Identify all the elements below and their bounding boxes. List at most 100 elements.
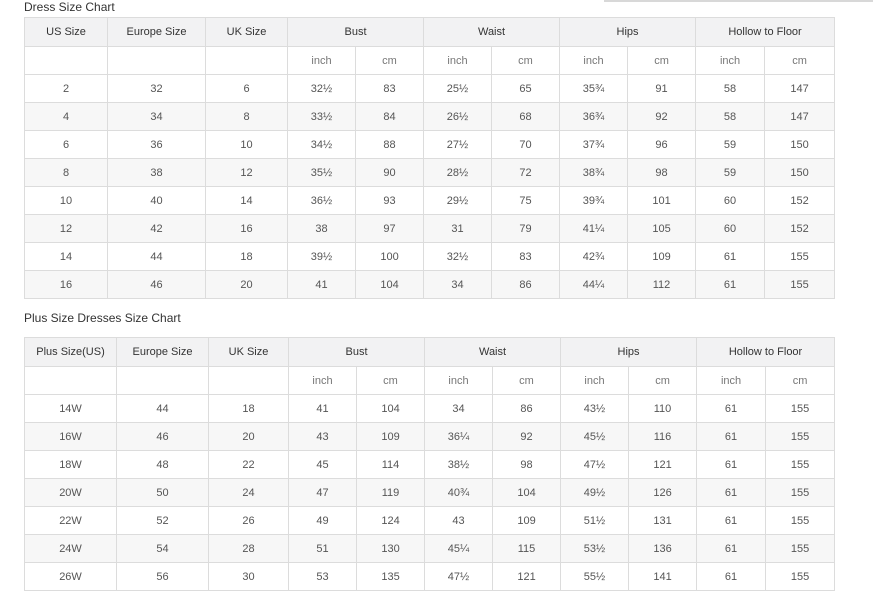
table-cell: 36 <box>107 130 206 159</box>
header-hips: Hips <box>560 337 698 367</box>
unit-label: cm <box>765 366 836 395</box>
table-cell: 6 <box>24 130 108 159</box>
table-cell: 93 <box>354 186 425 215</box>
table-cell: 54 <box>116 534 209 563</box>
table-cell: 68 <box>491 102 561 131</box>
table-cell: 43½ <box>560 394 630 423</box>
table-cell: 28 <box>208 534 289 563</box>
table-cell: 104 <box>354 270 425 299</box>
table-cell: 28½ <box>423 158 493 187</box>
table-cell: 155 <box>765 562 836 591</box>
table-cell: 34 <box>424 394 494 423</box>
table-cell: 86 <box>492 394 562 423</box>
table-cell: 86 <box>491 270 561 299</box>
table-cell: 26 <box>208 506 289 535</box>
unit-label: cm <box>628 366 698 395</box>
table-cell: 104 <box>355 394 426 423</box>
table-cell: 121 <box>492 562 562 591</box>
table-cell: 42¾ <box>559 242 629 271</box>
table-row: 16 46 20 41 104 34 86 44¼ 112 61 155 <box>24 270 836 299</box>
unit-label: cm <box>355 366 426 395</box>
table-cell: 110 <box>628 394 698 423</box>
table-cell: 147 <box>764 74 836 103</box>
table-cell: 91 <box>627 74 697 103</box>
unit-label: cm <box>491 46 561 75</box>
table-row: 24W 54 28 51 130 45¼ 115 53½ 136 61 155 <box>24 534 836 563</box>
dress-size-table: US Size Europe Size UK Size Bust Waist H… <box>24 17 836 299</box>
table-cell: 36¼ <box>424 422 494 451</box>
table-row: 14W 44 18 41 104 34 86 43½ 110 61 155 <box>24 394 836 423</box>
table-cell: 131 <box>628 506 698 535</box>
table-cell: 61 <box>696 394 767 423</box>
table-cell: 61 <box>696 422 767 451</box>
table-cell: 10 <box>205 130 288 159</box>
table-cell: 124 <box>355 506 426 535</box>
table-cell: 2 <box>24 74 108 103</box>
table-cell: 70 <box>491 130 561 159</box>
header-uk-size: UK Size <box>205 17 288 47</box>
table-cell: 97 <box>354 214 425 243</box>
table-cell: 38 <box>287 214 356 243</box>
table-cell: 32½ <box>287 74 356 103</box>
unit-label: inch <box>288 366 357 395</box>
unit-row: inch cm inch cm inch cm inch cm <box>24 366 836 395</box>
table-cell: 155 <box>764 242 836 271</box>
table-cell: 32 <box>107 74 206 103</box>
table-cell: 45½ <box>560 422 630 451</box>
table-cell: 38¾ <box>559 158 629 187</box>
header-europe-size: Europe Size <box>116 337 209 367</box>
plus-size-rows: 14W 44 18 41 104 34 86 43½ 110 61 155 16W 46 20 43 109 3… <box>24 394 836 591</box>
table-cell: 96 <box>627 130 697 159</box>
table-cell: 109 <box>355 422 426 451</box>
table-cell: 47 <box>288 478 357 507</box>
unit-empty <box>208 366 289 395</box>
table-cell: 35¾ <box>559 74 629 103</box>
table-cell: 50 <box>116 478 209 507</box>
table-cell: 155 <box>765 422 836 451</box>
table-cell: 41 <box>287 270 356 299</box>
table-row: 20W 50 24 47 119 40¾ 104 49½ 126 61 155 <box>24 478 836 507</box>
header-us-size: US Size <box>24 17 108 47</box>
table-cell: 47½ <box>560 450 630 479</box>
table-cell: 38 <box>107 158 206 187</box>
unit-empty <box>205 46 288 75</box>
table-row: 8 38 12 35½ 90 28½ 72 38¾ 98 59 150 <box>24 158 836 187</box>
table-row: 16W 46 20 43 109 36¼ 92 45½ 116 61 155 <box>24 422 836 451</box>
table-cell: 58 <box>695 74 766 103</box>
header-bust: Bust <box>286 17 425 47</box>
table-cell: 52 <box>116 506 209 535</box>
table-cell: 4 <box>24 102 108 131</box>
table-cell: 20 <box>208 422 289 451</box>
table-cell: 42 <box>107 214 206 243</box>
table-cell: 24W <box>24 534 117 563</box>
table-cell: 105 <box>627 214 697 243</box>
table-cell: 44 <box>107 242 206 271</box>
table-row: 4 34 8 33½ 84 26½ 68 36¾ 92 58 147 <box>24 102 836 131</box>
table-cell: 22 <box>208 450 289 479</box>
table-cell: 34 <box>107 102 206 131</box>
table-cell: 16 <box>24 270 108 299</box>
table-cell: 98 <box>627 158 697 187</box>
table-cell: 34½ <box>287 130 356 159</box>
table-cell: 101 <box>627 186 697 215</box>
table-cell: 44 <box>116 394 209 423</box>
unit-label: cm <box>627 46 697 75</box>
table-cell: 109 <box>627 242 697 271</box>
table-row: 18W 48 22 45 114 38½ 98 47½ 121 61 155 <box>24 450 836 479</box>
table-row: 12 42 16 38 97 31 79 41¼ 105 60 152 <box>24 214 836 243</box>
table-cell: 31 <box>423 214 493 243</box>
table-cell: 112 <box>627 270 697 299</box>
table-cell: 92 <box>627 102 697 131</box>
table-cell: 48 <box>116 450 209 479</box>
unit-empty <box>116 366 209 395</box>
table-cell: 43 <box>288 422 357 451</box>
table-cell: 35½ <box>287 158 356 187</box>
table-cell: 14 <box>24 242 108 271</box>
table-row: 22W 52 26 49 124 43 109 51½ 131 61 155 <box>24 506 836 535</box>
unit-label: inch <box>695 46 766 75</box>
table-cell: 49½ <box>560 478 630 507</box>
table-cell: 119 <box>355 478 426 507</box>
unit-empty <box>107 46 206 75</box>
table-cell: 61 <box>696 478 767 507</box>
table-cell: 30 <box>208 562 289 591</box>
